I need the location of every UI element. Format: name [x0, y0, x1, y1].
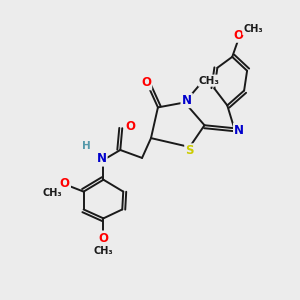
Text: O: O [60, 177, 70, 190]
Text: CH₃: CH₃ [199, 76, 220, 85]
Text: O: O [125, 120, 135, 133]
Text: H: H [82, 141, 91, 151]
Text: N: N [182, 94, 192, 107]
Text: S: S [185, 145, 194, 158]
Text: CH₃: CH₃ [243, 24, 263, 34]
Text: O: O [141, 76, 151, 89]
Text: N: N [234, 124, 244, 137]
Text: O: O [233, 28, 243, 42]
Text: O: O [98, 232, 108, 245]
Text: CH₃: CH₃ [94, 246, 113, 256]
Text: N: N [97, 152, 106, 165]
Text: CH₃: CH₃ [42, 188, 62, 198]
